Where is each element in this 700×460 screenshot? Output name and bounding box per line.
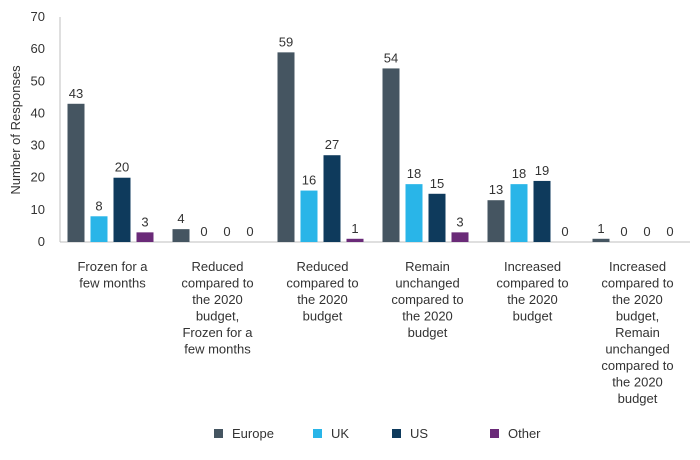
- y-tick-label: 40: [31, 105, 45, 120]
- data-label: 59: [279, 34, 293, 49]
- bar-europe: [67, 103, 85, 243]
- data-label: 3: [456, 214, 463, 229]
- data-label: 3: [141, 214, 148, 229]
- category-label: Increased compared to the 2020 budget: [496, 259, 568, 324]
- bar-uk: [405, 184, 423, 242]
- bar-us: [113, 177, 131, 242]
- bar-other: [136, 232, 154, 242]
- bar-europe: [487, 200, 505, 242]
- data-label: 4: [177, 211, 184, 226]
- y-tick-label: 60: [31, 41, 45, 56]
- y-tick-label: 30: [31, 138, 45, 153]
- data-label: 0: [561, 224, 568, 239]
- legend-swatch-other: [490, 429, 499, 438]
- data-label: 43: [69, 86, 83, 101]
- category-label: Remain unchanged compared to the 2020 budget: [391, 259, 463, 340]
- bar-europe: [382, 68, 400, 242]
- bar-europe: [172, 229, 190, 242]
- legend-swatch-us: [392, 429, 401, 438]
- y-tick-label: 70: [31, 9, 45, 24]
- data-label: 13: [489, 182, 503, 197]
- data-label: 0: [620, 224, 627, 239]
- bar-uk: [510, 184, 528, 242]
- y-tick-label: 10: [31, 202, 45, 217]
- data-label: 1: [597, 221, 604, 236]
- category-label: Reduced compared to the 2020 budget, Frozen …: [181, 259, 253, 357]
- data-label: 0: [246, 224, 253, 239]
- bar-uk: [90, 216, 108, 242]
- legend-swatch-uk: [313, 429, 322, 438]
- data-label: 1: [351, 221, 358, 236]
- data-label: 20: [115, 160, 129, 175]
- data-label: 16: [302, 173, 316, 188]
- bar-us: [323, 155, 341, 242]
- category-label: Frozen for a few months: [77, 259, 148, 291]
- legend-label: Europe: [232, 426, 274, 441]
- y-tick-label: 50: [31, 73, 45, 88]
- bars-group: 43 8 20 3 4 0 0 0 59 16 27 1 54 18 15 3 13 18 19 0 1 0 0 0: [67, 34, 674, 243]
- category-label: Increased compared to the 2020 budget, Remai…: [601, 259, 673, 406]
- legend-label: US: [410, 426, 428, 441]
- data-label: 0: [200, 224, 207, 239]
- data-label: 18: [407, 166, 421, 181]
- data-label: 8: [95, 198, 102, 213]
- bar-uk: [300, 190, 318, 242]
- bar-other: [346, 238, 364, 242]
- legend-label: UK: [331, 426, 349, 441]
- y-tick-label: 0: [38, 234, 45, 249]
- data-label: 0: [223, 224, 230, 239]
- y-tick-label: 20: [31, 170, 45, 185]
- y-axis-label: Number of Responses: [8, 65, 23, 195]
- bar-us: [533, 180, 551, 242]
- bar-europe: [592, 238, 610, 242]
- data-label: 27: [325, 137, 339, 152]
- category-labels: Frozen for a few months Reduced compared to…: [77, 259, 673, 406]
- legend: Europe UK US Other: [214, 426, 541, 441]
- legend-swatch-europe: [214, 429, 223, 438]
- data-label: 54: [384, 50, 398, 65]
- data-label: 15: [430, 176, 444, 191]
- bar-us: [428, 193, 446, 242]
- data-label: 0: [666, 224, 673, 239]
- legend-label: Other: [508, 426, 541, 441]
- data-label: 18: [512, 166, 526, 181]
- bar-other: [451, 232, 469, 242]
- data-label: 19: [535, 163, 549, 178]
- data-label: 0: [643, 224, 650, 239]
- bar-europe: [277, 52, 295, 242]
- category-label: Reduced compared to the 2020 budget: [286, 259, 358, 324]
